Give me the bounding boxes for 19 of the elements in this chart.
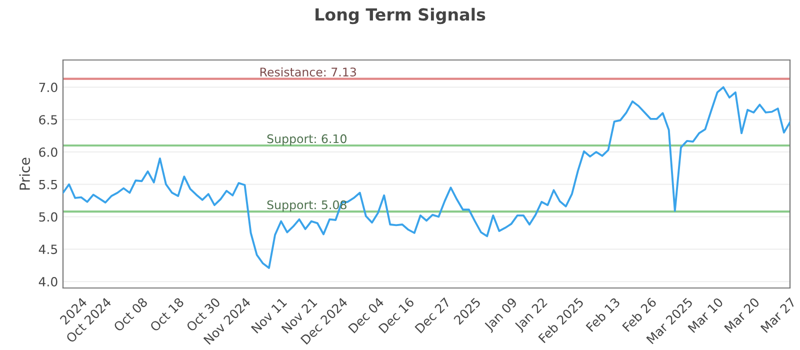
y-tick-label: 4.0 xyxy=(38,276,58,286)
x-tick-label: Mar 20 xyxy=(724,297,760,334)
x-tick-label: Oct 08 xyxy=(113,297,148,332)
chart-title: Long Term Signals xyxy=(316,8,486,24)
y-tick-label: 5.0 xyxy=(39,212,58,222)
x-tick-label: Oct 18 xyxy=(149,297,184,332)
ref-line-label: Support: 6.10 xyxy=(267,134,346,146)
x-tick-label: Dec 27 xyxy=(414,297,451,334)
y-tick-label: 7.0 xyxy=(39,82,58,92)
y-axis-title: Price xyxy=(19,158,30,190)
y-tick-label: 6.5 xyxy=(39,115,58,125)
y-tick-label: 4.5 xyxy=(38,244,58,254)
x-tick-label: Feb 26 xyxy=(622,296,657,332)
ref-line-label: Resistance: 7.13 xyxy=(260,67,356,76)
y-tick-label: 5.5 xyxy=(39,180,58,190)
x-tick-label: Feb 13 xyxy=(585,297,620,332)
x-tick-label: Mar 27 xyxy=(760,297,796,334)
line-series xyxy=(63,86,790,269)
y-tick-label: 6.0 xyxy=(39,147,58,157)
